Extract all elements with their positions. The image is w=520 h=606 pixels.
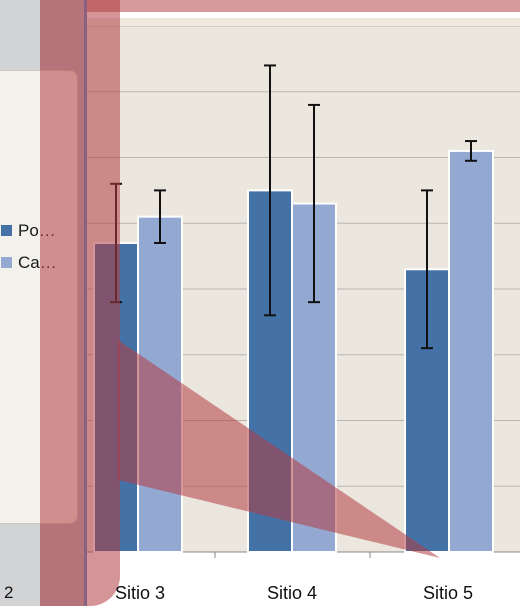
x-tick-label-sitio-5: Sitio 5 xyxy=(422,583,474,603)
x-tick-label-sitio-3: Sitio 3 xyxy=(114,583,166,603)
selection-highlight-overlay xyxy=(40,0,120,606)
legend-swatch-series-2 xyxy=(1,257,12,268)
bar-2-sitio-5 xyxy=(448,149,494,554)
top-highlight-bar xyxy=(0,0,520,12)
x-tick-label-partial: 2 xyxy=(4,583,14,602)
x-tick-label-sitio-4: Sitio 4 xyxy=(266,583,318,603)
legend-swatch-series-1 xyxy=(1,225,12,236)
top-shadow xyxy=(0,18,520,26)
